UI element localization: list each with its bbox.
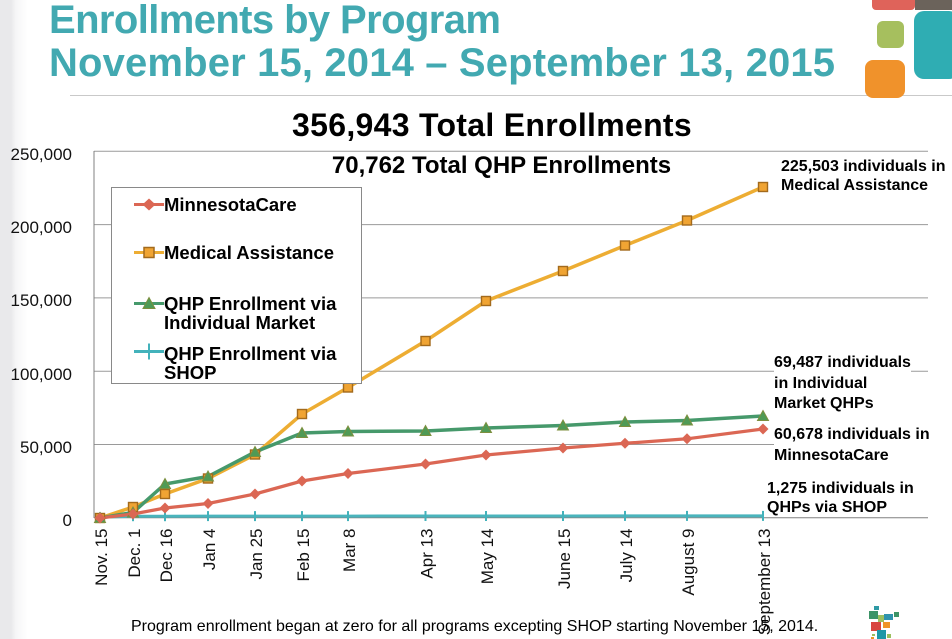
svg-text:Jan 25: Jan 25 [247,529,266,580]
svg-text:Apr 13: Apr 13 [418,529,437,579]
svg-text:Dec. 1: Dec. 1 [125,529,144,578]
svg-text:Nov. 15: Nov. 15 [92,529,111,586]
svg-text:September 13: September 13 [755,529,774,636]
svg-text:Mar 8: Mar 8 [340,529,359,572]
svg-text:Jan 4: Jan 4 [200,529,219,571]
svg-text:May 14: May 14 [478,529,497,585]
svg-text:August 9: August 9 [679,529,698,596]
svg-text:Dec 16: Dec 16 [157,529,176,583]
svg-text:June 15: June 15 [555,529,574,590]
svg-text:Feb 15: Feb 15 [294,529,313,582]
svg-text:July 14: July 14 [617,529,636,583]
